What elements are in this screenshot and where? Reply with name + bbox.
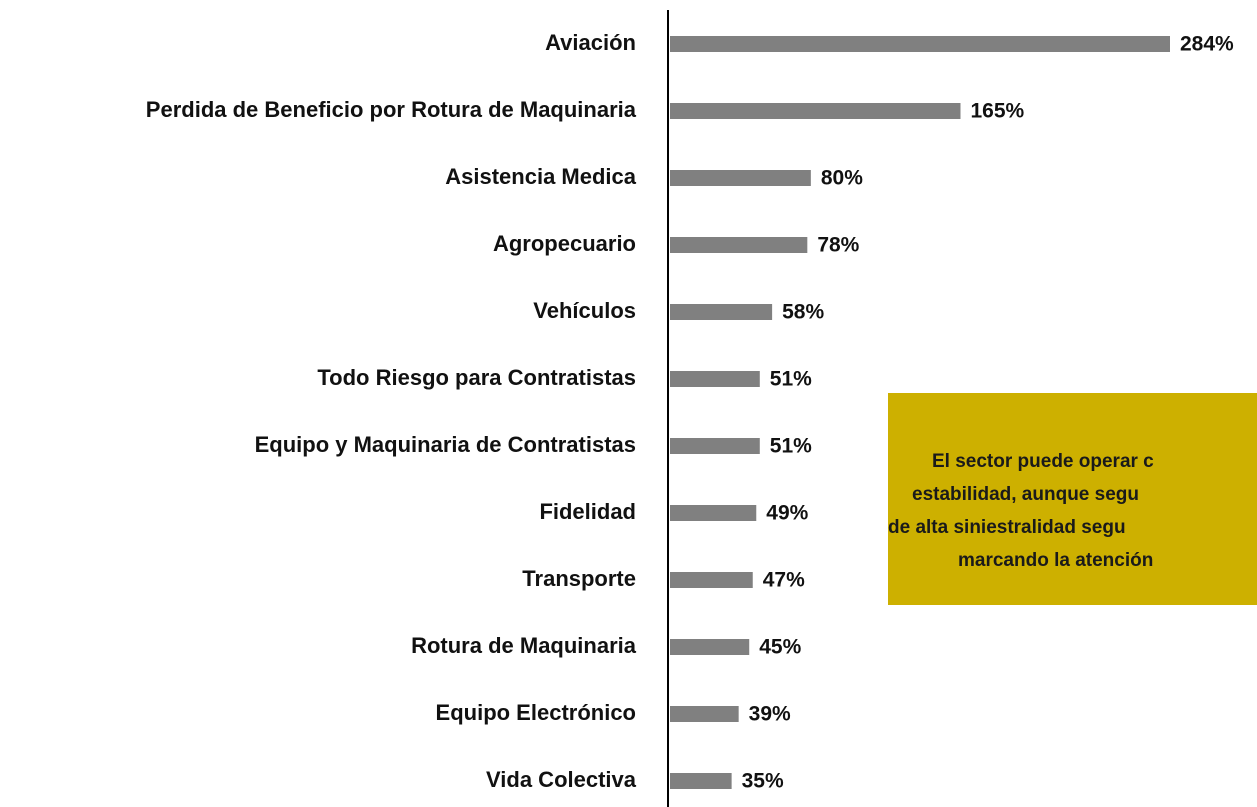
category-label: Asistencia Medica — [445, 164, 637, 189]
category-label: Rotura de Maquinaria — [411, 633, 637, 658]
bar — [670, 639, 750, 655]
bar — [670, 706, 739, 722]
value-label: 284% — [1180, 33, 1234, 56]
value-label: 80% — [821, 167, 863, 190]
category-label: Fidelidad — [539, 499, 636, 524]
annotation-text: estabilidad, aunque segu — [912, 484, 1139, 505]
annotation-box — [888, 393, 1257, 605]
value-label: 35% — [742, 770, 784, 793]
category-label: Transporte — [522, 566, 636, 591]
bar — [670, 505, 757, 521]
bar — [670, 304, 773, 320]
bar — [670, 773, 732, 789]
bar — [670, 36, 1170, 52]
value-label: 51% — [770, 368, 812, 391]
bar — [670, 572, 753, 588]
value-label: 165% — [970, 100, 1024, 123]
value-label: 45% — [759, 636, 801, 659]
value-label: 49% — [766, 502, 808, 525]
value-label: 78% — [817, 234, 859, 257]
category-label: Equipo y Maquinaria de Contratistas — [255, 432, 636, 457]
category-label: Vida Colectiva — [486, 767, 637, 792]
category-label: Equipo Electrónico — [436, 700, 636, 725]
category-label: Vehículos — [533, 298, 636, 323]
annotation-text: marcando la atención — [958, 550, 1153, 571]
category-label: Perdida de Beneficio por Rotura de Maqui… — [146, 97, 637, 122]
annotation-text: de alta siniestralidad segu — [888, 517, 1126, 538]
bar — [670, 170, 811, 186]
bar — [670, 438, 760, 454]
bar — [670, 371, 760, 387]
value-label: 39% — [749, 703, 791, 726]
value-label: 58% — [782, 301, 824, 324]
category-label: Agropecuario — [493, 231, 636, 256]
annotation-text: El sector puede operar c — [932, 451, 1154, 472]
value-label: 51% — [770, 435, 812, 458]
value-label: 47% — [763, 569, 805, 592]
category-label: Aviación — [545, 30, 636, 55]
category-label: Todo Riesgo para Contratistas — [317, 365, 636, 390]
bar — [670, 237, 808, 253]
bar — [670, 103, 961, 119]
